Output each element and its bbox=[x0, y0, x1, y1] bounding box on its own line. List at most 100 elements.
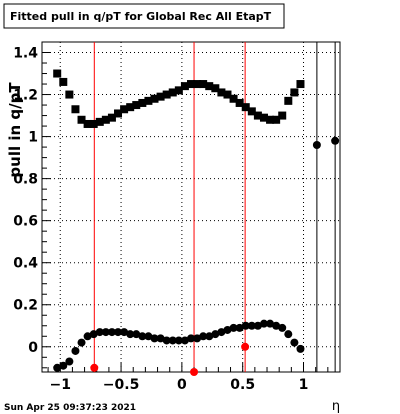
y-tick-label: 0.2 bbox=[13, 298, 38, 314]
square-point bbox=[71, 105, 80, 114]
circle-point bbox=[71, 346, 80, 355]
circle-point bbox=[138, 332, 147, 341]
square-point bbox=[187, 80, 195, 89]
circle-point bbox=[272, 321, 281, 330]
circle-point bbox=[132, 330, 141, 339]
square-point bbox=[229, 94, 238, 103]
square-point bbox=[235, 98, 244, 107]
circle-point bbox=[107, 328, 116, 337]
x-tick-label: −1 bbox=[50, 377, 71, 393]
y-tick-label: 1.4 bbox=[13, 46, 38, 62]
square-point bbox=[95, 117, 104, 126]
square-point bbox=[180, 82, 189, 91]
square-point bbox=[138, 98, 147, 107]
circle-point bbox=[174, 336, 183, 345]
y-axis-label: pull in q/pT bbox=[6, 82, 24, 178]
circle-point bbox=[144, 332, 153, 341]
circle-point bbox=[253, 321, 262, 330]
circle-point bbox=[65, 357, 74, 366]
circle-point bbox=[59, 361, 68, 370]
circle-point bbox=[284, 330, 293, 339]
circle-point bbox=[90, 363, 99, 372]
square-point bbox=[296, 80, 305, 89]
circle-point bbox=[199, 332, 208, 341]
circle-point bbox=[53, 363, 62, 372]
tick-labels: −1 −0.5 0 0.5 1 0 0.2 0.4 0.6 0.8 1 1.2 1.4 bbox=[13, 46, 308, 393]
circle-point bbox=[211, 330, 220, 339]
square-point bbox=[205, 82, 214, 91]
circle-point bbox=[156, 334, 165, 343]
circle-point bbox=[89, 330, 98, 339]
circle-point bbox=[114, 328, 123, 337]
square-point bbox=[272, 115, 281, 124]
square-point bbox=[168, 88, 177, 97]
square-point bbox=[199, 80, 208, 89]
x-tick-label: 1 bbox=[299, 377, 309, 393]
circle-point bbox=[223, 325, 232, 334]
circle-point bbox=[77, 338, 86, 347]
y-tick-label: 1.2 bbox=[13, 88, 38, 104]
y-tick-label: 0.6 bbox=[13, 214, 38, 230]
circle-point bbox=[168, 336, 177, 345]
square-point bbox=[193, 80, 202, 89]
grid bbox=[42, 42, 340, 372]
square-point bbox=[278, 111, 287, 120]
square-point bbox=[247, 107, 256, 116]
circle-point bbox=[120, 328, 129, 337]
y-tick-label: 0 bbox=[28, 340, 38, 356]
circle-point bbox=[101, 328, 110, 337]
square-point bbox=[223, 90, 232, 99]
vertical-lines bbox=[93, 42, 336, 372]
square-point bbox=[120, 105, 129, 114]
circle-point bbox=[180, 336, 189, 345]
circle-point bbox=[331, 136, 340, 145]
y-tick-label: 1 bbox=[28, 130, 38, 146]
square-point bbox=[77, 115, 86, 124]
square-point bbox=[266, 115, 275, 124]
circle-point bbox=[217, 328, 226, 337]
circle-point bbox=[229, 323, 238, 332]
square-point bbox=[241, 103, 250, 112]
circle-point bbox=[150, 334, 159, 343]
square-point bbox=[150, 94, 159, 103]
timestamp: Sun Apr 25 09:37:23 2021 bbox=[4, 403, 136, 413]
square-point bbox=[259, 113, 268, 122]
square-point bbox=[217, 88, 226, 97]
square-point bbox=[107, 113, 116, 122]
data-points bbox=[53, 69, 340, 376]
square-point bbox=[83, 119, 92, 128]
square-point bbox=[132, 101, 141, 110]
square-point bbox=[156, 92, 165, 101]
square-point bbox=[144, 96, 153, 105]
circle-point bbox=[83, 332, 92, 341]
x-tick-label: 0 bbox=[177, 377, 187, 393]
circle-point bbox=[241, 321, 250, 330]
title-box bbox=[3, 3, 285, 29]
chart-title: Fitted pull in q/pT for Global Rec All E… bbox=[10, 10, 272, 23]
x-tick-label: 0.5 bbox=[230, 377, 255, 393]
circle-point bbox=[187, 334, 195, 343]
circle-point bbox=[235, 323, 244, 332]
circle-point bbox=[95, 328, 104, 337]
circle-point bbox=[296, 344, 305, 353]
square-point bbox=[162, 90, 171, 99]
square-point bbox=[101, 115, 110, 124]
circle-point bbox=[259, 319, 268, 328]
circle-point bbox=[205, 332, 214, 341]
square-point bbox=[53, 69, 62, 78]
x-tick-label: −0.5 bbox=[103, 377, 140, 393]
square-point bbox=[65, 90, 74, 99]
circle-point bbox=[126, 330, 135, 339]
square-point bbox=[59, 77, 68, 86]
square-point bbox=[211, 84, 220, 93]
square-point bbox=[114, 109, 123, 118]
circle-point bbox=[278, 323, 287, 332]
square-point bbox=[290, 88, 299, 97]
y-tick-label: 0.8 bbox=[13, 172, 38, 188]
circle-point bbox=[162, 336, 171, 345]
circle-point bbox=[247, 321, 256, 330]
x-axis-label: η bbox=[332, 399, 340, 414]
circle-point bbox=[290, 338, 299, 347]
circle-point bbox=[266, 319, 275, 328]
